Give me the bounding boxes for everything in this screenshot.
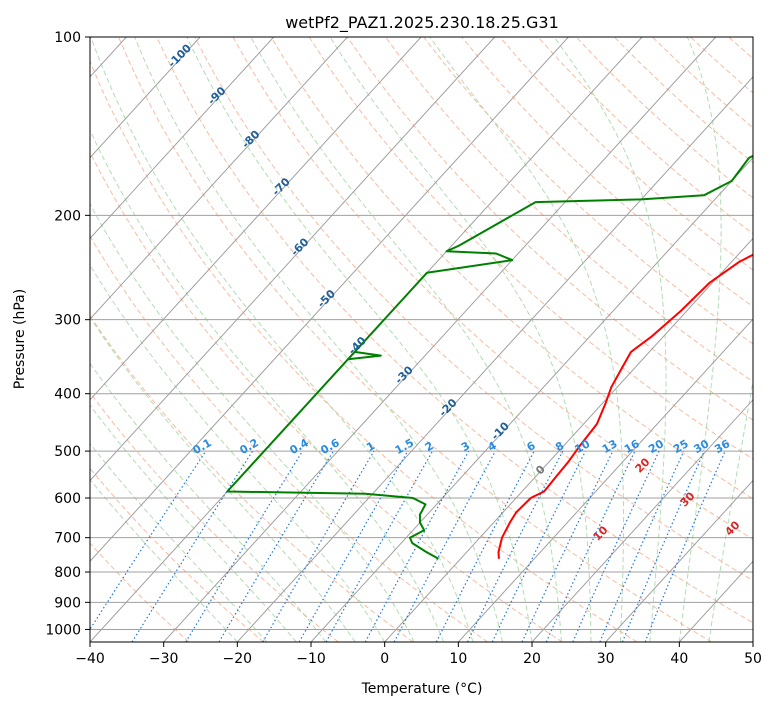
isotherm-line (90, 37, 496, 482)
y-tick-label: 300 (54, 313, 81, 329)
isotherm-line (236, 76, 753, 642)
moist-adiabat-line (90, 202, 415, 642)
y-tick-label: 200 (54, 208, 81, 224)
moist-adiabat-line (90, 442, 268, 642)
mixing-ratio-line (644, 450, 726, 642)
x-tick-label: 50 (744, 651, 762, 667)
moist-adiabat-line (429, 37, 624, 642)
isotherm-line (90, 37, 569, 563)
dry-adiabat-line (90, 60, 638, 642)
x-axis-label: Temperature (°C) (361, 681, 483, 697)
mixing-ratio-line (466, 450, 564, 642)
mixing-ratio-line (572, 450, 660, 642)
x-tick-label: −10 (296, 651, 326, 667)
isotherm-line (310, 156, 753, 642)
x-tick-label: −40 (75, 651, 105, 667)
isotherm-line (90, 37, 348, 320)
y-axis-label: Pressure (hPa) (12, 289, 28, 389)
dry-adiabat-line (118, 37, 712, 642)
grid-layer (90, 37, 753, 642)
y-tick-label: 600 (54, 491, 81, 507)
dewpoint-profile-line (226, 154, 753, 560)
isotherm-line (90, 37, 422, 401)
x-tick-label: −30 (149, 651, 179, 667)
y-tick-label: 1000 (45, 622, 81, 638)
mixing-ratio-line (131, 450, 254, 642)
dry-adiabat-line (270, 37, 753, 500)
data-layer (226, 154, 753, 560)
isotherm-line (163, 37, 717, 642)
y-tick-label: 700 (54, 531, 81, 547)
mixing-ratio-line (599, 450, 685, 642)
moist-adiabat-line (250, 37, 562, 642)
dry-adiabat-line (156, 37, 753, 624)
dry-adiabat-line (194, 37, 753, 582)
dry-adiabat-line (90, 151, 563, 642)
y-tick-label: 800 (54, 565, 81, 581)
isotherm-line (531, 399, 753, 642)
moist-adiabat-line (90, 37, 474, 642)
mixing-ratio-line (621, 450, 705, 642)
x-tick-label: 40 (670, 651, 688, 667)
moist-adiabat-line (90, 264, 386, 642)
moist-adiabat-line (90, 316, 356, 642)
mixing-ratio-line (325, 450, 434, 642)
x-tick-label: 30 (597, 651, 615, 667)
x-tick-label: −20 (223, 651, 253, 667)
moist-adiabat-line (90, 404, 297, 642)
mixing-ratio-line (364, 450, 470, 642)
moist-adiabat-line (329, 37, 592, 642)
dry-adiabat-line (308, 37, 753, 460)
y-tick-label: 400 (54, 387, 81, 403)
chart-title: wetPf2_PAZ1.2025.230.18.25.G31 (285, 13, 559, 33)
moist-adiabat-line (134, 37, 503, 642)
mixing-ratio-line (185, 450, 304, 642)
moist-adiabat-line (553, 37, 667, 642)
temperature-profile-line (497, 253, 753, 559)
isotherm-line (605, 479, 753, 642)
moist-adiabat-line (678, 37, 722, 642)
isotherm-line (384, 237, 753, 642)
y-tick-label: 900 (54, 595, 81, 611)
mixing-ratio-line (90, 450, 207, 631)
x-tick-label: 20 (523, 651, 541, 667)
axes-layer: −40 −30 −20 −10 0 10 20 30 40 50 100 200 300 400 500 60… (45, 30, 762, 667)
moist-adiabat-line (90, 128, 445, 642)
dry-adiabat-line (423, 37, 753, 345)
y-tick-label: 500 (54, 444, 81, 460)
x-tick-label: 0 (380, 651, 389, 667)
isotherm-line (457, 318, 753, 642)
mixing-ratio-line (393, 450, 496, 642)
y-tick-label: 100 (54, 30, 81, 46)
moist-adiabat-line (186, 37, 533, 642)
plot-frame (89, 36, 754, 643)
isotherm-line (90, 37, 275, 240)
x-tick-label: 10 (449, 651, 467, 667)
moist-adiabat-line (90, 478, 238, 642)
dry-adiabat-line (385, 37, 753, 383)
isotherm-line (90, 37, 201, 159)
moist-adiabat-line (708, 378, 753, 642)
